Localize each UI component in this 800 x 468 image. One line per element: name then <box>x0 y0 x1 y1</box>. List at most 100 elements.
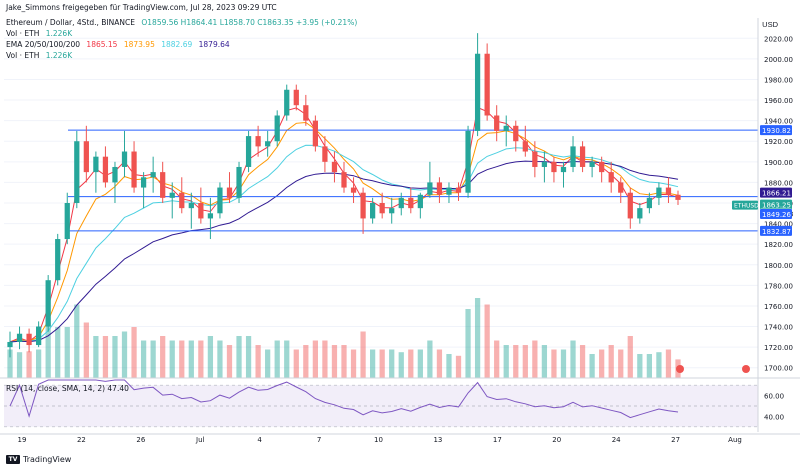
volume-bar <box>207 336 214 378</box>
candle-body <box>379 203 385 214</box>
candle-body <box>484 53 490 116</box>
volume-bar <box>169 340 175 378</box>
volume-bar <box>532 340 538 378</box>
volume-bar <box>102 336 109 378</box>
volume-bar <box>436 349 443 378</box>
rsi-label: RSI (14, close, SMA, 14, 2) 47.40 <box>6 384 129 393</box>
candle-body <box>551 161 557 173</box>
horizontal-levels <box>68 129 758 232</box>
candle-body <box>637 208 643 219</box>
level-bottom-tag: 1832.87 <box>760 225 792 236</box>
candle-body <box>589 161 595 167</box>
time-tick-label: 10 <box>374 436 383 444</box>
candle-body <box>140 177 147 188</box>
ema-legend[interactable]: EMA 20/50/100/200 1865.15 1873.95 1882.6… <box>6 40 234 49</box>
volume-bar <box>265 349 271 378</box>
ema-line-20 <box>9 106 679 343</box>
volume-bar <box>7 349 13 378</box>
volume-bar <box>112 336 118 378</box>
volume-bar <box>446 354 452 378</box>
rsi-legend[interactable]: RSI (14, close, SMA, 14, 2) 47.40 <box>6 384 133 393</box>
candle-body <box>618 182 624 193</box>
volume-bar <box>16 352 23 378</box>
volume-bar <box>522 345 528 378</box>
volume-bar <box>513 345 519 378</box>
volume-bar <box>140 340 147 378</box>
candle-body <box>398 197 404 209</box>
price-tag-text: 1863.25 <box>762 202 791 210</box>
candle-body <box>45 280 51 327</box>
candle-body <box>207 213 214 219</box>
price-tick-label: 1720.00 <box>764 344 793 352</box>
volume-bar <box>331 345 338 378</box>
volume-bar <box>484 304 490 378</box>
level-top-tag-bg <box>760 125 792 136</box>
volume-bar <box>427 340 433 378</box>
volume-bar <box>217 340 223 378</box>
candle-body <box>131 151 137 188</box>
rsi-tick-label: 40.00 <box>764 413 784 421</box>
volume-bar <box>503 345 509 378</box>
candle-body <box>217 187 223 214</box>
price-tick-label: 1880.00 <box>764 179 793 187</box>
time-tick-label: Jul <box>195 436 205 444</box>
volume-bar <box>255 345 261 378</box>
ema-lines <box>9 106 679 343</box>
ema200-value: 1879.64 <box>198 40 230 49</box>
candle-body <box>370 203 376 219</box>
candle-body <box>322 146 328 162</box>
level-top-tag-text: 1930.82 <box>762 127 791 135</box>
footer-brand[interactable]: TV TradingView <box>6 455 71 464</box>
volume-bar <box>226 345 233 378</box>
volume-bar <box>93 336 99 378</box>
volume-legend-2[interactable]: Vol · ETH 1.226K <box>6 51 76 60</box>
price-tag-bg <box>760 199 792 210</box>
level-top-tag: 1930.82 <box>760 125 792 136</box>
volume-bar <box>245 336 252 378</box>
ema-label: EMA 20/50/100/200 <box>6 40 81 49</box>
time-tick-label: 20 <box>552 436 561 444</box>
candle-body <box>455 187 462 193</box>
volume-bar <box>274 340 280 378</box>
time-tick-label: 19 <box>18 436 27 444</box>
symbol-tag: ETHUSD <box>732 200 759 210</box>
candle-body <box>503 125 509 131</box>
candle-body <box>64 203 70 240</box>
time-tick-label: 27 <box>671 436 680 444</box>
ema-line-50 <box>9 121 679 343</box>
ema100-value: 1882.69 <box>161 40 193 49</box>
ema20-value: 1865.15 <box>86 40 118 49</box>
price-tick-label: 1940.00 <box>764 118 793 126</box>
symbol-header[interactable]: Ethereum / Dollar, 4Std., BINANCE O1859.… <box>6 18 361 27</box>
candle-body <box>150 172 156 178</box>
candle-body <box>599 161 605 173</box>
candle-body <box>522 141 528 152</box>
candle-body <box>532 151 538 167</box>
candle-body <box>408 197 414 209</box>
level-mid-tag-bg <box>760 209 792 220</box>
axes: 2020.002000.001980.001960.001940.001920.… <box>0 18 800 444</box>
time-tick-label: 26 <box>136 436 145 444</box>
candle-body <box>226 187 233 198</box>
time-tick-label: 24 <box>612 436 621 444</box>
ema-tag: 1866.21 <box>760 187 792 198</box>
candle-body <box>293 89 299 106</box>
symbol-tag-bg <box>732 200 758 210</box>
candle-body <box>7 341 13 348</box>
price-tick-label: 1800.00 <box>764 262 793 270</box>
brand-name: TradingView <box>23 455 72 464</box>
volume-bar <box>589 354 595 378</box>
event-flag-icon <box>742 365 750 373</box>
candle-body <box>417 194 423 209</box>
volume-label: Vol · ETH <box>6 29 40 38</box>
volume-bar <box>560 349 567 378</box>
volume-bar <box>417 349 423 378</box>
volume-bar <box>293 349 299 378</box>
volume-bar <box>45 322 51 378</box>
volume-legend[interactable]: Vol · ETH 1.226K <box>6 29 76 38</box>
candle-body <box>665 187 672 195</box>
volume-bar <box>198 340 204 378</box>
candle-body <box>55 239 61 281</box>
